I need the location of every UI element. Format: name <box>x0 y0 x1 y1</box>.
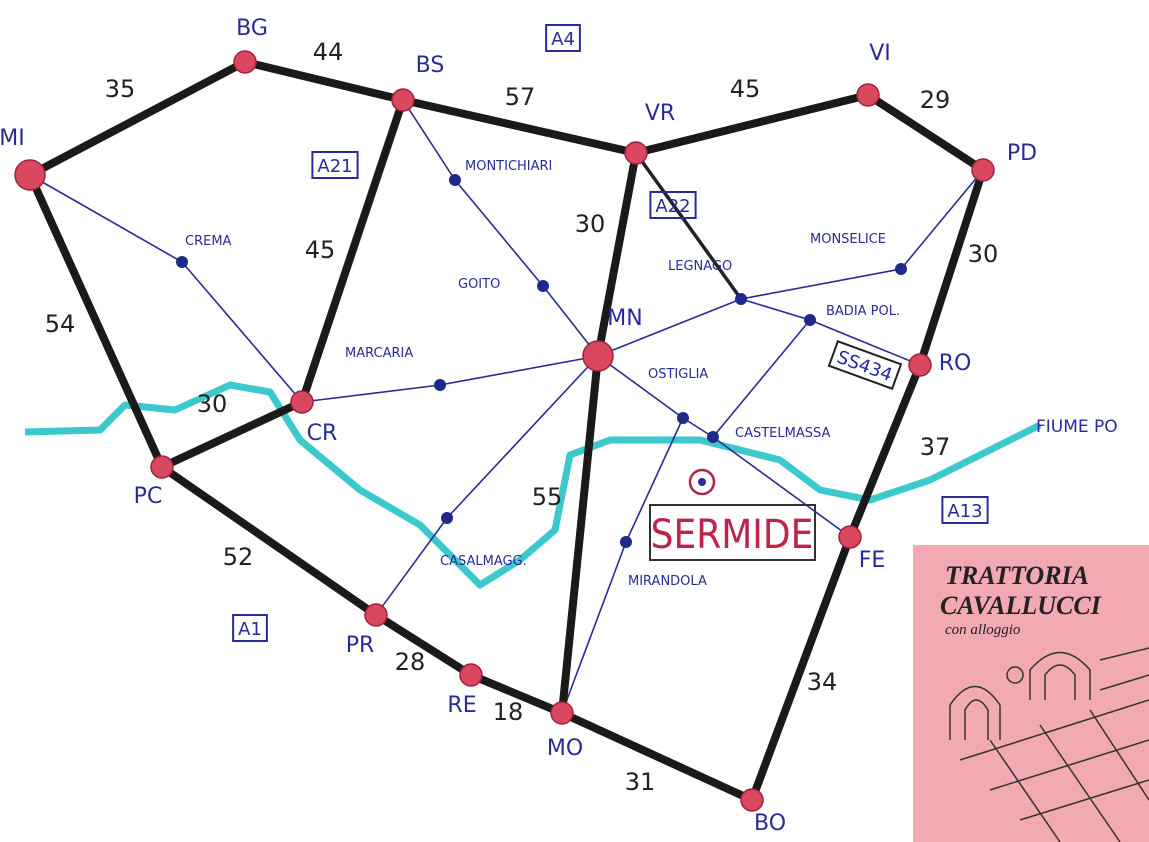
distance-label: 37 <box>920 433 951 461</box>
city-node <box>909 354 931 376</box>
city-node <box>741 789 763 811</box>
distance-label: 44 <box>313 38 344 66</box>
city-label: VI <box>869 41 891 66</box>
city-node <box>551 702 573 724</box>
town-label: LEGNAGO <box>668 259 732 274</box>
town-label: CASTELMASSA <box>735 426 830 441</box>
road-badge-label: A4 <box>551 29 575 50</box>
city-node <box>365 604 387 626</box>
city-label: BG <box>236 16 268 41</box>
town-label: CREMA <box>185 234 232 249</box>
city-label: MO <box>547 736 583 761</box>
road-badge: A1 <box>233 615 267 641</box>
sermide-dot <box>698 478 706 486</box>
distance-label: 29 <box>920 86 951 114</box>
town-node <box>441 512 453 524</box>
town-label: MONTICHIARI <box>465 159 552 174</box>
city-label: BO <box>754 811 786 836</box>
town-label: MARCARIA <box>345 346 413 361</box>
distance-label: 45 <box>305 236 336 264</box>
distance-label: 31 <box>625 768 656 796</box>
road-badge: A13 <box>942 497 987 523</box>
city-label: BS <box>416 53 445 78</box>
town-node <box>895 263 907 275</box>
city-label: CR <box>307 421 338 446</box>
city-label: RO <box>939 351 972 376</box>
card-name: CAVALLUCCI <box>940 591 1102 620</box>
city-label: MN <box>607 306 642 331</box>
map: MI BG BS VR VI PD RO FE BO MO RE PR PC CR MN MONTICHIAR… <box>0 0 1149 842</box>
town-node <box>449 174 461 186</box>
city-node <box>392 89 414 111</box>
distance-label: 30 <box>575 210 606 238</box>
city-node <box>972 159 994 181</box>
town-label: MIRANDOLA <box>628 574 707 589</box>
town-label: GOITO <box>458 277 500 292</box>
distance-label: 45 <box>730 75 761 103</box>
city-node <box>291 391 313 413</box>
road-badge: A21 <box>312 152 357 178</box>
card-subtitle: con alloggio <box>945 622 1021 638</box>
city-node <box>857 84 879 106</box>
distance-label: 35 <box>105 75 136 103</box>
distance-label: 30 <box>968 240 999 268</box>
city-label: FE <box>859 548 886 573</box>
city-node <box>15 160 45 190</box>
distance-label: 30 <box>197 390 228 418</box>
city-label: PD <box>1007 141 1037 166</box>
road-badge-label: A22 <box>655 196 690 217</box>
city-node <box>234 51 256 73</box>
road-badge: A22 <box>650 192 695 218</box>
sermide-label: SERMIDE <box>651 512 814 558</box>
city-label: RE <box>447 693 476 718</box>
river-label: FIUME PO <box>1036 417 1118 437</box>
city-node <box>151 456 173 478</box>
city-node <box>460 664 482 686</box>
town-node <box>434 379 446 391</box>
city-node <box>839 526 861 548</box>
city-label: VR <box>645 101 675 126</box>
road-badge-label: A1 <box>238 619 262 640</box>
road-badge: A4 <box>546 25 580 51</box>
card-title: TRATTORIA <box>945 561 1089 590</box>
town-node <box>537 280 549 292</box>
town-node <box>804 314 816 326</box>
distance-label: 18 <box>493 698 524 726</box>
town-label: MONSELICE <box>810 232 886 247</box>
town-node <box>176 256 188 268</box>
distance-label: 52 <box>223 543 254 571</box>
distance-label: 34 <box>807 668 838 696</box>
town-label: OSTIGLIA <box>648 367 708 382</box>
distance-label: 54 <box>45 310 76 338</box>
road-badge-label: A21 <box>317 156 352 177</box>
town-node <box>677 412 689 424</box>
town-label: BADIA POL. <box>826 304 900 319</box>
distance-label: 55 <box>532 483 563 511</box>
town-label: CASALMAGG. <box>440 554 527 569</box>
town-node <box>707 431 719 443</box>
city-label: MI <box>0 126 25 151</box>
restaurant-card: TRATTORIA CAVALLUCCI con alloggio <box>913 545 1149 842</box>
distance-label: 28 <box>395 648 426 676</box>
town-node <box>735 293 747 305</box>
road-badge-label: A13 <box>947 501 982 522</box>
town-node <box>620 536 632 548</box>
city-node <box>583 341 613 371</box>
city-label: PR <box>346 633 375 658</box>
city-node <box>625 142 647 164</box>
distance-label: 57 <box>505 83 536 111</box>
city-label: PC <box>134 484 163 509</box>
